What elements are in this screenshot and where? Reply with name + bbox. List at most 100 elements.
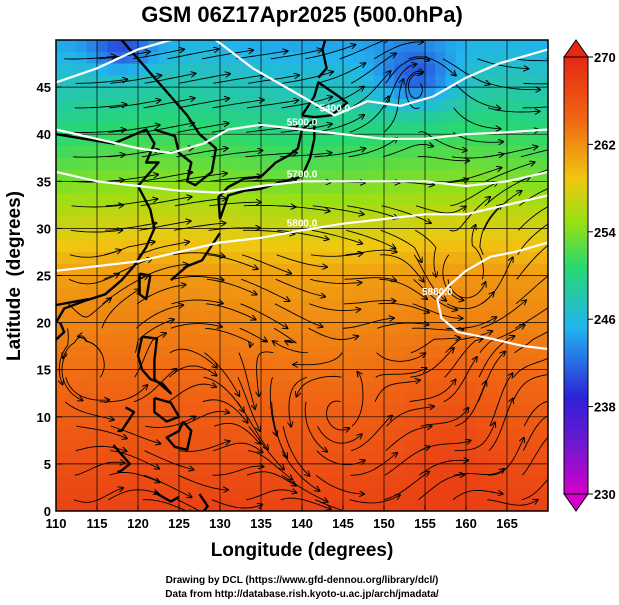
field-cell (486, 487, 498, 500)
field-cell (127, 145, 139, 159)
field-cell (425, 87, 436, 100)
streamline (71, 205, 124, 207)
field-cell (230, 63, 242, 76)
field-cell (384, 145, 395, 159)
streamline (136, 305, 183, 329)
x-tick-label: 135 (250, 516, 272, 531)
streamline (451, 168, 501, 182)
field-cell (86, 416, 98, 430)
field-cell (220, 369, 231, 383)
field-cell (343, 346, 354, 359)
field-cell (117, 310, 129, 324)
field-cell (466, 357, 477, 371)
field-cell (261, 287, 272, 300)
streamline (105, 199, 157, 207)
field-cell (404, 428, 416, 441)
field-cell (107, 287, 119, 300)
field-cell (466, 263, 477, 277)
field-cell (209, 216, 221, 229)
field-cell (435, 275, 447, 288)
field-cell (466, 463, 477, 477)
field-cell (209, 98, 221, 112)
field-cell (261, 216, 272, 229)
field-cell (486, 499, 498, 511)
field-cell (117, 357, 129, 371)
field-cell (56, 405, 67, 418)
field-cell (199, 416, 211, 430)
field-cell (466, 310, 477, 324)
field-cell (322, 134, 334, 147)
field-cell (435, 393, 447, 406)
streamline (511, 58, 548, 62)
field-cell (189, 299, 201, 312)
field-cell (363, 134, 375, 147)
field-cell (209, 63, 221, 76)
field-cell (56, 228, 67, 241)
field-cell (209, 275, 221, 288)
field-cell (302, 416, 313, 430)
field-cell (302, 440, 313, 453)
field-cell (435, 452, 447, 465)
field-cell (66, 369, 78, 383)
field-cell (332, 216, 344, 229)
field-cell (56, 334, 67, 347)
field-cell (291, 440, 303, 453)
streamline (377, 323, 428, 329)
field-cell (445, 263, 457, 277)
field-cell (302, 193, 313, 206)
field-cell (138, 416, 149, 430)
field-cell (425, 157, 436, 171)
field-cell (56, 98, 67, 112)
field-cell (148, 346, 160, 359)
streamline (169, 348, 217, 368)
field-cell (486, 228, 498, 241)
field-cell (230, 263, 242, 277)
field-cell (127, 440, 139, 453)
field-cell (394, 145, 406, 159)
field-cell (517, 463, 529, 477)
field-cell (384, 334, 395, 347)
field-cell (189, 181, 201, 194)
streamline (178, 474, 228, 490)
field-cell (373, 75, 385, 88)
field-cell (343, 63, 354, 76)
y-tick-label: 0 (44, 504, 51, 519)
field-cell (425, 310, 436, 324)
field-cell (240, 98, 252, 112)
field-cell (240, 157, 252, 171)
field-cell (271, 369, 283, 383)
field-cell (302, 452, 313, 465)
streamline (237, 377, 260, 431)
field-cell (527, 463, 539, 477)
field-cell (476, 181, 488, 194)
field-cell (322, 216, 334, 229)
streamline (442, 254, 464, 300)
field-cell (466, 275, 477, 288)
field-cell (240, 487, 252, 500)
field-cell (466, 499, 477, 511)
field-cell (343, 122, 354, 135)
streamline (297, 375, 342, 396)
field-cell (117, 110, 129, 124)
field-cell (271, 487, 283, 500)
field-cell (148, 475, 160, 489)
field-cell (230, 40, 242, 53)
field-cell (250, 299, 262, 312)
field-cell (373, 381, 385, 394)
field-cell (66, 381, 78, 394)
field-cell (189, 393, 201, 406)
field-cell (332, 169, 344, 182)
field-cell (343, 369, 354, 383)
field-cell (250, 228, 262, 241)
field-cell (261, 475, 272, 489)
field-cell (107, 475, 119, 489)
field-cell (507, 87, 518, 100)
field-cell (250, 122, 262, 135)
field-cell (271, 169, 283, 182)
field-cell (363, 40, 375, 53)
field-cell (189, 75, 201, 88)
field-cell (291, 405, 303, 418)
field-cell (271, 193, 283, 206)
